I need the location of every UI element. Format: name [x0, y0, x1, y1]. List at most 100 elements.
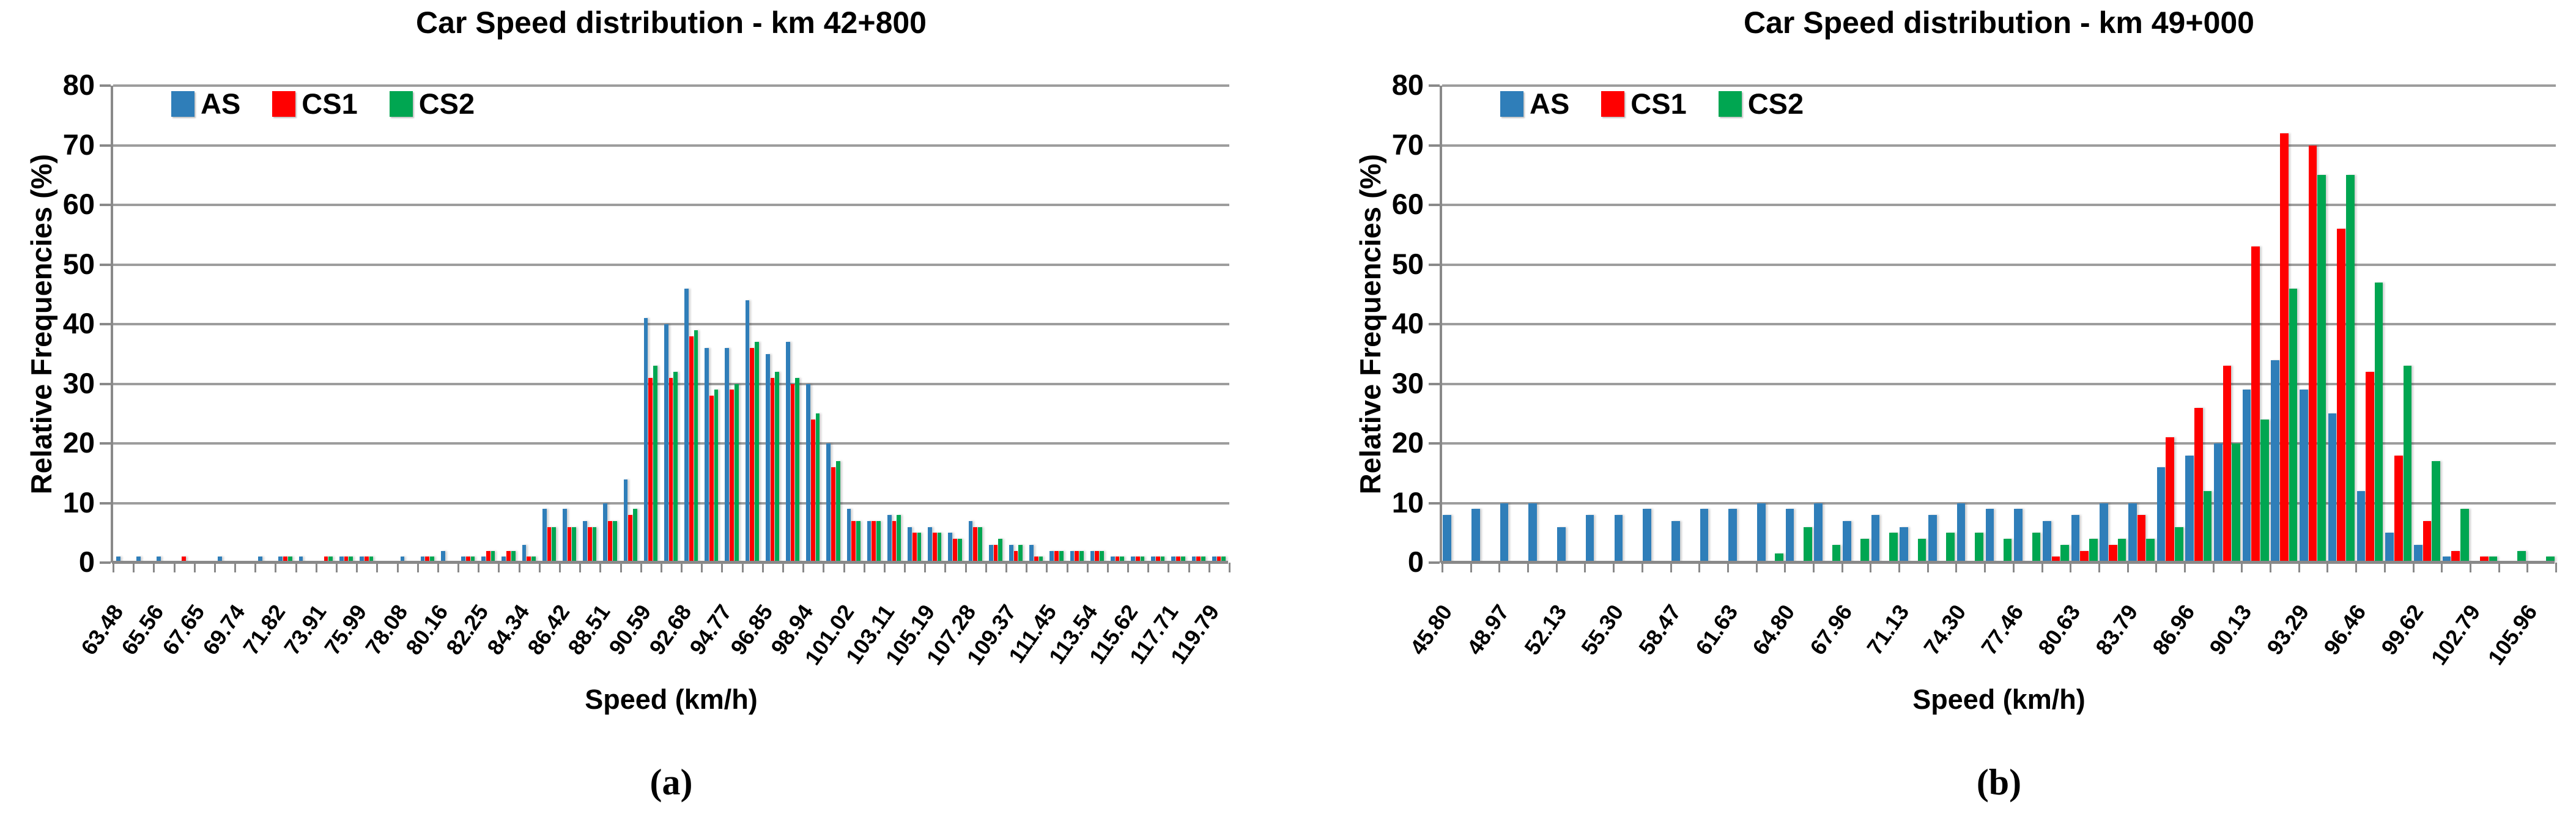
- y-tick-mark: [1429, 561, 1440, 564]
- x-tick-mark: [2298, 563, 2300, 572]
- x-tick-mark: [620, 563, 622, 572]
- chart-title: Car Speed distribution - km 42+800: [416, 6, 927, 40]
- subfigure-caption-a: (a): [650, 762, 693, 802]
- bar-cs1: [953, 539, 957, 563]
- x-tick-mark: [1005, 563, 1007, 572]
- x-tick-mark: [376, 563, 379, 572]
- bar-as: [623, 479, 628, 563]
- y-tick-mark: [1429, 204, 1440, 206]
- chart-title: Car Speed distribution - km 49+000: [1744, 6, 2254, 40]
- gridline: [1442, 442, 2556, 445]
- bar-cs1: [2422, 520, 2432, 563]
- bar-cs1: [628, 515, 632, 563]
- bar-as: [2128, 503, 2137, 563]
- y-tick-mark: [100, 263, 111, 266]
- x-tick-mark: [985, 563, 987, 572]
- bar-as: [1212, 557, 1216, 563]
- bar-cs2: [2089, 539, 2098, 563]
- gridline: [1442, 84, 2556, 87]
- x-tick-mark: [356, 563, 358, 572]
- legend-item-cs1: CS1: [1601, 87, 1687, 120]
- x-tick-mark: [2498, 563, 2500, 572]
- x-tick-mark: [538, 563, 541, 572]
- bar-as: [867, 520, 872, 563]
- chart-km-49-000: Car Speed distribution - km 49+000 Relat…: [1288, 0, 2576, 825]
- bar-cs1: [912, 533, 917, 563]
- bar-cs2: [897, 515, 901, 563]
- bar-cs1: [993, 544, 998, 563]
- x-tick-mark: [944, 563, 947, 572]
- bar-as: [440, 550, 445, 563]
- bar-cs2: [2174, 527, 2183, 563]
- x-tick-mark: [2383, 563, 2386, 572]
- x-tick-mark: [113, 563, 114, 572]
- x-tick-mark: [2412, 563, 2415, 572]
- bar-cs1: [648, 377, 653, 563]
- gridline: [1442, 382, 2556, 385]
- x-tick-mark: [478, 563, 480, 572]
- legend-label: AS: [201, 87, 241, 120]
- x-tick-mark: [153, 563, 155, 572]
- bar-as: [765, 353, 770, 563]
- bar-as: [2214, 443, 2223, 563]
- bar-cs2: [490, 550, 495, 563]
- bar-cs2: [1775, 553, 1783, 563]
- x-tick-mark: [1613, 563, 1615, 572]
- legend-swatch-cs2-icon: [1718, 91, 1742, 117]
- bar-cs1: [2366, 372, 2374, 563]
- bar-cs1: [506, 550, 511, 563]
- legend-swatch-as-icon: [1500, 91, 1523, 117]
- x-tick-mark: [437, 563, 439, 572]
- bar-cs1: [324, 557, 328, 563]
- bar-cs1: [2251, 246, 2260, 563]
- bar-as: [2328, 413, 2337, 563]
- bar-cs1: [283, 557, 287, 563]
- bar-as: [887, 515, 892, 563]
- y-tick-label: 30: [1391, 366, 1424, 399]
- x-tick-mark: [2184, 563, 2186, 572]
- bar-as: [298, 557, 303, 563]
- bar-cs2: [1100, 550, 1104, 563]
- bar-cs2: [1201, 557, 1205, 563]
- bar-cs2: [2060, 544, 2069, 563]
- x-tick-mark: [1984, 563, 1986, 572]
- bar-cs2: [673, 372, 678, 563]
- x-tick-mark: [1188, 563, 1190, 572]
- x-tick-mark: [2326, 563, 2329, 572]
- bar-cs2: [1140, 557, 1145, 563]
- bar-cs1: [364, 557, 369, 563]
- bar-cs1: [872, 520, 876, 563]
- bar-as: [2385, 533, 2394, 563]
- bar-cs1: [790, 383, 795, 563]
- y-tick-label: 30: [62, 366, 95, 399]
- bar-as: [908, 527, 912, 563]
- x-tick-mark: [741, 563, 744, 572]
- bar-cs1: [1013, 550, 1018, 563]
- bar-cs2: [2003, 539, 2012, 563]
- bar-as: [1928, 515, 1937, 563]
- bar-as: [1070, 550, 1075, 563]
- legend-label: CS2: [1747, 87, 1804, 120]
- bar-cs1: [2451, 550, 2460, 563]
- bar-as: [481, 557, 486, 563]
- bar-cs1: [2080, 550, 2089, 563]
- x-tick-mark: [2555, 563, 2557, 572]
- x-tick-mark: [1670, 563, 1672, 572]
- bar-as: [339, 557, 344, 563]
- gridline: [1442, 323, 2556, 325]
- bar-cs2: [734, 383, 739, 563]
- bar-cs1: [689, 336, 694, 563]
- x-tick-mark: [1641, 563, 1643, 572]
- x-tick-mark: [721, 563, 724, 572]
- bar-cs1: [1216, 557, 1221, 563]
- y-tick-label: 80: [62, 68, 95, 101]
- bar-as: [2185, 455, 2194, 563]
- x-tick-mark: [1229, 563, 1231, 572]
- gridline: [1442, 144, 2556, 147]
- bar-cs2: [1038, 557, 1043, 563]
- bar-cs2: [2117, 539, 2126, 563]
- bar-cs2: [2289, 288, 2298, 563]
- y-tick-label: 40: [1391, 307, 1424, 339]
- bar-as: [400, 557, 405, 563]
- y-tick-mark: [1429, 323, 1440, 325]
